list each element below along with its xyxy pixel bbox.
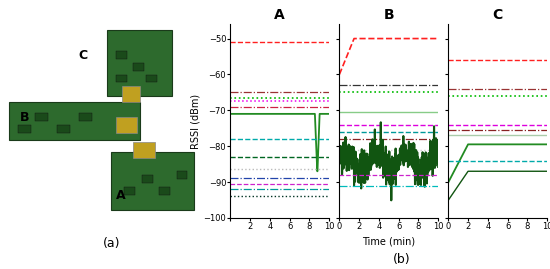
Bar [116,117,138,133]
Bar [35,113,48,121]
Text: B: B [20,111,30,124]
Text: A: A [274,8,285,22]
Bar [116,51,127,59]
Text: (a): (a) [103,237,120,250]
Text: A: A [116,189,125,201]
Bar [9,102,140,140]
X-axis label: Time (min): Time (min) [362,237,415,247]
Y-axis label: RSSI (dBm): RSSI (dBm) [191,94,201,148]
Text: (b): (b) [393,253,410,266]
Bar [79,113,92,121]
Bar [116,75,127,82]
Bar [177,171,188,179]
Bar [159,187,170,195]
Bar [133,63,144,71]
Text: C: C [493,8,503,22]
Bar [57,125,70,133]
Bar [146,75,157,82]
Bar [142,175,153,183]
Bar [18,125,31,133]
Text: B: B [383,8,394,22]
Bar [122,86,140,102]
Bar [124,187,135,195]
Text: C: C [79,49,88,62]
Bar [133,142,155,158]
Bar [112,152,194,210]
Bar [107,30,172,96]
